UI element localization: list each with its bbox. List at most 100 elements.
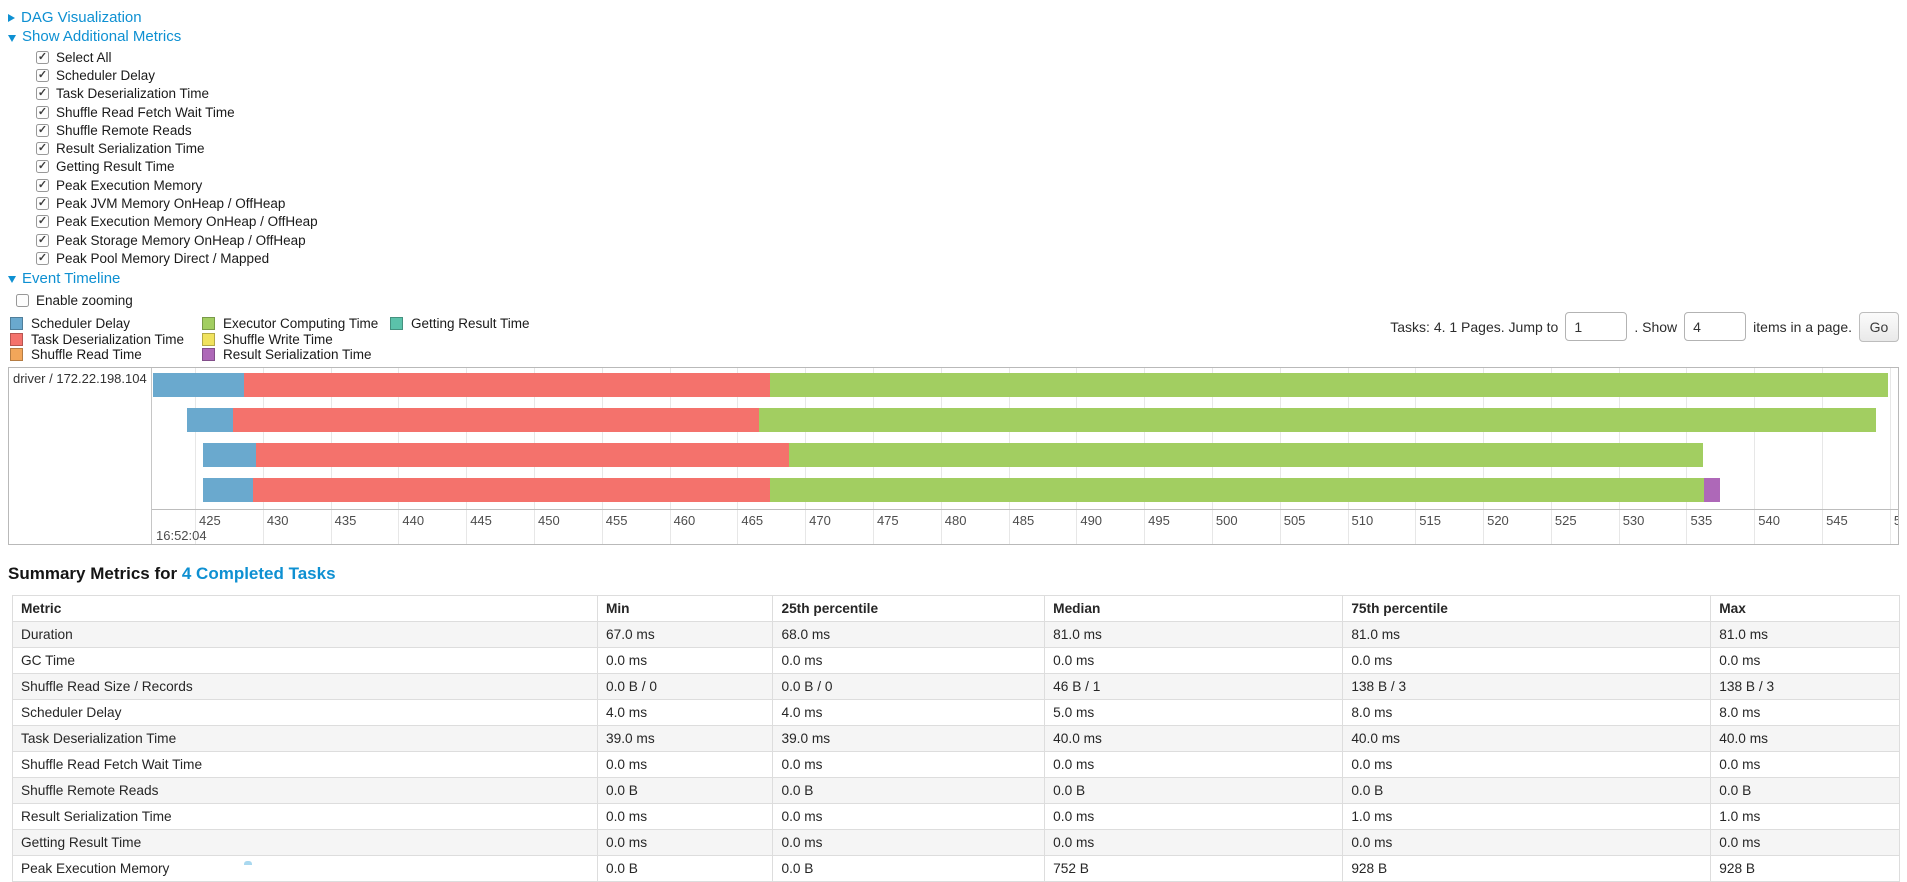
dag-visualization-toggle[interactable]: DAG Visualization: [8, 9, 1907, 27]
metric-name-cell: Shuffle Read Fetch Wait Time: [12, 751, 598, 779]
timeline-tick-label: 510: [1351, 513, 1374, 529]
metric-checkbox-peak-execution-memory[interactable]: [36, 178, 49, 192]
summary-table-body: Duration 67.0 ms 68.0 ms 81.0 ms 81.0 ms 81.0…: [12, 621, 1900, 882]
task-3-segment-scheduler-delay[interactable]: [203, 443, 257, 468]
metric-checkbox-shuffle-read-fetch-wait-time[interactable]: [36, 105, 49, 119]
expanded-arrow-icon: [8, 34, 16, 42]
metric-value-cell: 0.0 ms: [1342, 829, 1712, 857]
scheduler-delay-swatch-icon: [10, 317, 23, 331]
task-4-segment-executor-computing[interactable]: [769, 478, 1705, 503]
collapsed-arrow-icon: [8, 14, 15, 22]
shuffle-read-time-swatch-icon: [10, 348, 23, 362]
expanded-arrow-icon: [8, 276, 16, 284]
timeline-tick-label: 495: [1148, 513, 1170, 529]
metric-checkbox-label: Peak Execution Memory: [56, 177, 203, 193]
legend-label: Getting Result Time: [411, 316, 530, 332]
shuffle-write-time-swatch-icon: [202, 332, 215, 346]
metric-value-cell: 0.0 B: [772, 855, 1046, 882]
metric-checkbox-label: Shuffle Remote Reads: [56, 122, 192, 138]
jump-to-page-input[interactable]: [1565, 312, 1628, 342]
metric-checkbox-row: Scheduler Delay: [36, 66, 1907, 84]
show-additional-metrics-label: Show Additional Metrics: [22, 28, 182, 45]
metric-checkbox-getting-result-time[interactable]: [36, 160, 49, 174]
task-2-segment-task-deserialization[interactable]: [232, 408, 760, 433]
metric-name-cell: Duration: [12, 621, 598, 649]
metric-checkbox-peak-pool-memory-direct-mapped[interactable]: [36, 251, 49, 265]
metric-value-cell: 0.0 B: [596, 777, 774, 805]
task-2-segment-executor-computing[interactable]: [759, 408, 1877, 433]
legend-item-scheduler-delay: Scheduler Delay: [10, 316, 202, 332]
task-2-segment-scheduler-delay[interactable]: [186, 408, 233, 433]
completed-tasks-link[interactable]: 4 Completed Tasks: [181, 564, 336, 584]
metric-checkbox-scheduler-delay[interactable]: [36, 68, 49, 82]
timeline-tick-label: 450: [537, 513, 560, 529]
metric-checkbox-task-deserialization-time[interactable]: [36, 87, 49, 101]
table-row: Result Serialization Time 0.0 ms 0.0 ms 0.0…: [12, 803, 1900, 831]
event-timeline-toggle[interactable]: Event Timeline: [8, 270, 1907, 288]
task-1-segment-scheduler-delay[interactable]: [153, 373, 244, 398]
metric-value-cell: 0.0 ms: [596, 829, 774, 857]
task-1-segment-executor-computing[interactable]: [769, 373, 1889, 398]
metric-checkbox-select-all[interactable]: [36, 50, 49, 64]
metric-value-cell: 0.0 ms: [1710, 647, 1900, 675]
metric-value-cell: 0.0 ms: [772, 803, 1046, 831]
metric-checkbox-peak-jvm-memory-onheap-offheap[interactable]: [36, 197, 49, 211]
task-3-segment-task-deserialization[interactable]: [256, 443, 789, 468]
metric-checkbox-shuffle-remote-reads[interactable]: [36, 123, 49, 137]
timeline-tick-label: 425: [199, 513, 221, 529]
timeline-bars-layer: [153, 368, 1898, 509]
timeline-axis-separator: [9, 509, 1898, 511]
legend-label: Shuffle Read Time: [31, 347, 142, 363]
go-button[interactable]: Go: [1859, 311, 1899, 342]
metric-checkbox-label: Peak JVM Memory OnHeap / OffHeap: [56, 196, 286, 212]
metric-checkbox-label: Scheduler Delay: [56, 67, 156, 83]
enable-zooming-checkbox[interactable]: [16, 294, 29, 308]
items-per-page-input[interactable]: [1684, 312, 1747, 342]
task-4-segment-result-serialization[interactable]: [1704, 478, 1721, 503]
timeline-gridline: [195, 368, 197, 545]
timeline-tick-label: 470: [809, 513, 831, 529]
show-additional-metrics-toggle[interactable]: Show Additional Metrics: [8, 28, 1907, 46]
metric-value-cell: 0.0 B / 0: [772, 673, 1046, 701]
metric-value-cell: 928 B: [1710, 855, 1900, 882]
metric-value-cell: 8.0 ms: [1342, 699, 1712, 727]
column-header-25th: 25th percentile: [772, 595, 1046, 623]
metric-checkbox-row: Result Serialization Time: [36, 139, 1907, 157]
executor-computing-time-swatch-icon: [202, 317, 215, 331]
metric-value-cell: 0.0 ms: [772, 647, 1046, 675]
metric-checkbox-row: Peak Execution Memory OnHeap / OffHeap: [36, 213, 1907, 231]
timeline-tick-label: 480: [944, 513, 967, 529]
task-4-segment-scheduler-delay[interactable]: [203, 478, 254, 503]
legend-label: Result Serialization Time: [223, 347, 372, 363]
timeline-plot: 16:52:04 425 430 435 440 445 450 455 460 465 470 4…: [153, 368, 1898, 545]
metric-checkbox-peak-storage-memory-onheap-offheap[interactable]: [36, 233, 49, 247]
metric-checkbox-result-serialization-time[interactable]: [36, 142, 49, 156]
metric-value-cell: 0.0 B: [1710, 777, 1900, 805]
metric-checkbox-row: Task Deserialization Time: [36, 85, 1907, 103]
column-header-min: Min: [596, 595, 774, 623]
task-3-segment-executor-computing[interactable]: [788, 443, 1703, 468]
metric-name-cell: Shuffle Remote Reads: [12, 777, 598, 805]
legend-label: Shuffle Write Time: [223, 331, 333, 347]
legend-item-getting-result-time: Getting Result Time: [390, 316, 530, 332]
timeline-tick-label: 440: [402, 513, 425, 529]
metric-name-cell: GC Time: [12, 647, 598, 675]
metric-checkbox-peak-execution-memory-onheap-offheap[interactable]: [36, 215, 49, 229]
legend-item-result-serialization-time: Result Serialization Time: [202, 347, 390, 363]
timeline-tick-label: 490: [1080, 513, 1103, 529]
summary-metrics-heading: Summary Metrics for 4 Completed Tasks: [8, 564, 1907, 584]
metric-value-cell: 0.0 B: [1044, 777, 1344, 805]
metric-value-cell: 46 B / 1: [1044, 673, 1344, 701]
task-1-segment-task-deserialization[interactable]: [243, 373, 770, 398]
task-4-segment-task-deserialization[interactable]: [253, 478, 770, 503]
timeline-tick-label: 540: [1758, 513, 1780, 529]
metric-value-cell: 4.0 ms: [772, 699, 1046, 727]
metric-value-cell: 81.0 ms: [1342, 621, 1712, 649]
metric-name-cell: Scheduler Delay: [12, 699, 598, 727]
metric-checkbox-row: Shuffle Read Fetch Wait Time: [36, 103, 1907, 121]
table-row: Duration 67.0 ms 68.0 ms 81.0 ms 81.0 ms 81.0…: [12, 621, 1900, 649]
enable-zooming-row: Enable zooming: [16, 292, 1907, 310]
next-section-partial: [244, 861, 252, 865]
dag-visualization-label: DAG Visualization: [21, 9, 142, 26]
timeline-tick-label: 460: [673, 513, 696, 529]
